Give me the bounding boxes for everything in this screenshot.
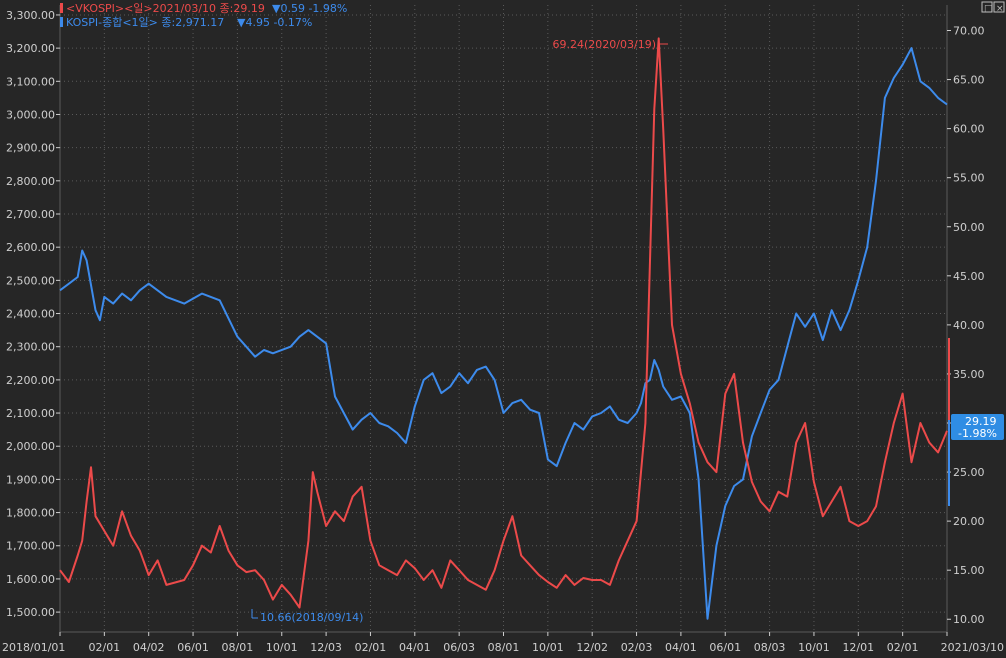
left-tick-label: 2,400.00: [6, 308, 55, 321]
kospi-series: [59, 47, 948, 620]
left-tick-label: 1,500.00: [6, 606, 55, 619]
right-tick-label: 10.00: [953, 613, 985, 626]
right-tick-label: 25.00: [953, 466, 985, 479]
x-tick-label: 12/02: [576, 641, 608, 654]
x-tick-label: 06/03: [443, 641, 475, 654]
vkospi-legend-change: ▼0.59 -1.98%: [272, 2, 347, 15]
right-tick-label: 60.00: [953, 123, 985, 136]
x-tick-label: 02/03: [621, 641, 653, 654]
min-annotation-label: 10.66(2018/09/14): [260, 611, 363, 624]
x-tick-label: 06/01: [177, 641, 209, 654]
left-tick-label: 2,000.00: [6, 440, 55, 453]
close-icon: ×: [996, 4, 1004, 14]
right-tick-label: 15.00: [953, 564, 985, 577]
left-tick-label: 1,900.00: [6, 473, 55, 486]
grid-lines: [59, 5, 948, 633]
left-tick-label: 2,600.00: [6, 241, 55, 254]
x-tick-label: 12/03: [310, 641, 342, 654]
right-tick-label: 35.00: [953, 368, 985, 381]
max-annotation-label: 69.24(2020/03/19): [553, 38, 656, 51]
left-tick-label: 2,900.00: [6, 142, 55, 155]
x-tick-label: 02/01: [88, 641, 120, 654]
series-line: [59, 37, 948, 609]
x-tick-label: 2021/03/10: [941, 641, 1004, 654]
left-tick-label: 2,800.00: [6, 175, 55, 188]
right-tick-label: 70.00: [953, 25, 985, 38]
right-tick-label: 45.00: [953, 270, 985, 283]
vkospi-range-marker: [948, 338, 950, 420]
left-axis-labels: 1,500.00 1,600.00 1,700.00 1,800.00 1,900.00…: [6, 9, 60, 619]
x-tick-label: 10/01: [798, 641, 830, 654]
kospi-legend-marker: [60, 17, 63, 27]
close-button[interactable]: [993, 1, 1005, 13]
left-tick-label: 2,300.00: [6, 341, 55, 354]
kospi-range-marker: [948, 420, 950, 506]
left-tick-label: 2,100.00: [6, 407, 55, 420]
kospi-legend-label: KOSPI-종합<1일> 종:2,971.17: [66, 15, 224, 29]
last-value-text: 29.19: [965, 415, 997, 428]
left-tick-label: 3,200.00: [6, 42, 55, 55]
left-tick-label: 1,800.00: [6, 507, 55, 520]
kospi-legend-change: ▼4.95 -0.17%: [237, 16, 312, 29]
right-tick-label: 55.00: [953, 172, 985, 185]
left-tick-label: 1,600.00: [6, 573, 55, 586]
right-tick-label: 20.00: [953, 515, 985, 528]
x-tick-label: 04/01: [399, 641, 431, 654]
x-tick-label: 04/01: [665, 641, 697, 654]
x-axis-labels: 2018/01/01 02/01 04/02 06/01 08/01 10/01 12/03…: [2, 632, 1004, 654]
vkospi-series: [59, 37, 948, 609]
last-value-tag: [951, 414, 1004, 440]
left-tick-label: 3,000.00: [6, 108, 55, 121]
x-tick-label: 06/01: [709, 641, 741, 654]
x-tick-label: 08/01: [222, 641, 254, 654]
left-tick-label: 3,100.00: [6, 75, 55, 88]
left-tick-label: 1,700.00: [6, 540, 55, 553]
last-change-text: -1.98%: [958, 427, 997, 440]
x-tick-label: 08/03: [754, 641, 786, 654]
right-axis-labels: 10.0015.0020.0025.0030.0035.0040.0045.00…: [947, 25, 985, 626]
x-tick-label: 12/01: [842, 641, 874, 654]
x-tick-label: 08/01: [488, 641, 520, 654]
right-tick-label: 40.00: [953, 319, 985, 332]
left-tick-label: 2,200.00: [6, 374, 55, 387]
restore-button[interactable]: [981, 1, 993, 13]
x-tick-label: 10/01: [532, 641, 564, 654]
x-tick-label: 04/02: [133, 641, 165, 654]
right-tick-label: 65.00: [953, 74, 985, 87]
vkospi-legend-marker: [60, 3, 63, 13]
x-tick-label: 02/01: [887, 641, 919, 654]
left-tick-label: 2,500.00: [6, 274, 55, 287]
left-tick-label: 3,300.00: [6, 9, 55, 22]
restore-icon: □: [984, 4, 993, 14]
left-tick-label: 2,700.00: [6, 208, 55, 221]
x-tick-label: 02/01: [355, 641, 387, 654]
x-tick-label: 10/01: [266, 641, 298, 654]
right-tick-label: 50.00: [953, 221, 985, 234]
x-tick-label: 2018/01/01: [2, 641, 65, 654]
vkospi-legend-label: <VKOSPI><일>2021/03/10 종:29.19: [66, 1, 265, 15]
series-line: [59, 47, 948, 620]
